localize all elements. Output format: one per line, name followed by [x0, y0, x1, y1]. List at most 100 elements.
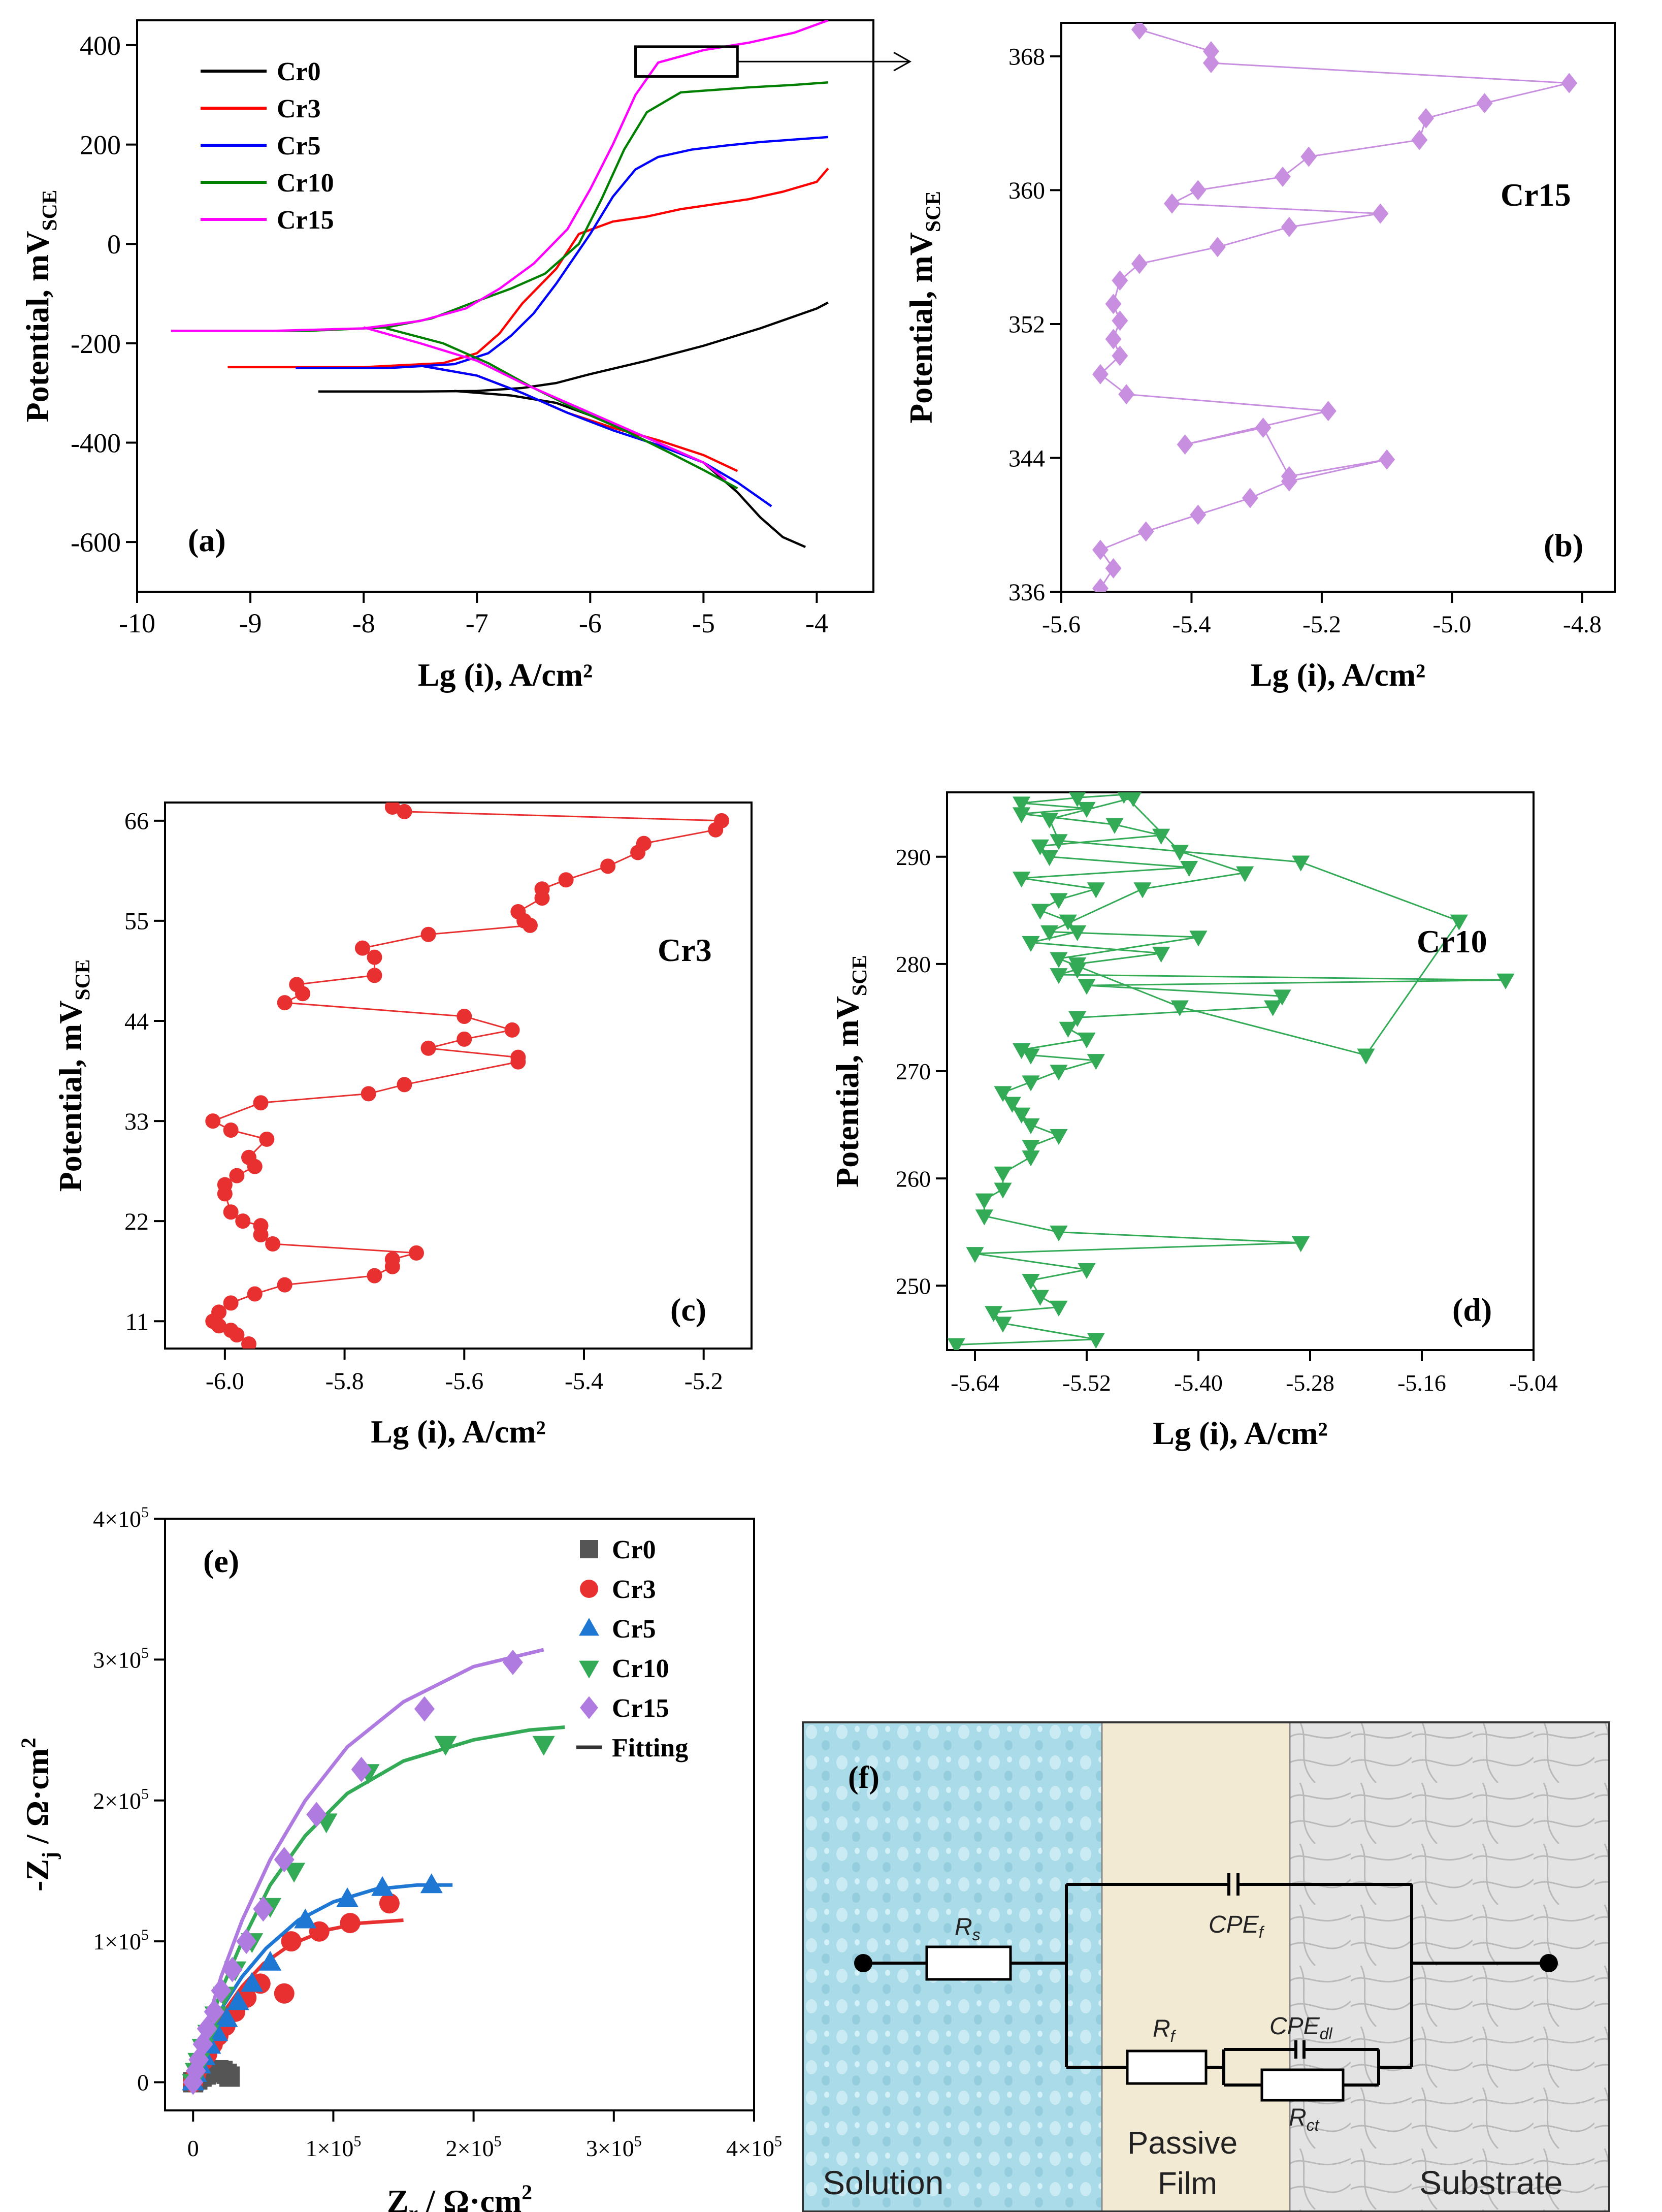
data-point-cr10 [1050, 1300, 1068, 1317]
x-axis-title-c: Lg (i), A/cm² [371, 1414, 545, 1450]
data-point-cr10 [1125, 792, 1142, 807]
data-point-cr15 [1131, 253, 1148, 274]
chart-c-svg: -6.0 -5.8 -5.6 -5.4 -5.2 11 22 33 44 55 66 Lg (i), … [52, 802, 753, 1450]
data-point-cr15 [1118, 384, 1135, 405]
x-axis-title-e: Zr / Ω·cm2 [387, 2180, 532, 2212]
data-point-cr10 [1022, 1075, 1040, 1092]
region-label-substrate: Substrate [1419, 2164, 1563, 2201]
plot-area-e [182, 1648, 565, 2095]
data-point-cr10 [947, 1338, 965, 1350]
x-axis-title-a: Lg (i), A/cm² [418, 657, 593, 693]
y-tick-label-e: 4×105 [93, 1504, 149, 1532]
data-point-cr15 [1190, 504, 1207, 525]
panel-label-c: (c) [670, 1292, 706, 1328]
x-tick-label-c: -5.6 [445, 1368, 483, 1395]
data-point-cr10 [1031, 904, 1049, 920]
circuit-border [802, 1721, 1610, 2212]
plot-frame-b [1060, 22, 1616, 593]
data-point-cr10 [1059, 1021, 1077, 1038]
y-tick-label-a: -600 [71, 527, 121, 558]
annotation-c: Cr3 [658, 932, 712, 968]
data-point-cr15 [1281, 216, 1297, 237]
x-tick-label-e: 3×105 [586, 2133, 642, 2161]
data-point-cr10 [1022, 1048, 1040, 1065]
data-point-cr10 [1292, 1236, 1310, 1253]
chart-d-svg: -5.64 -5.52 -5.40 -5.28 -5.16 -5.04 250 260 270 2… [829, 791, 1558, 1451]
data-point-cr15 [1112, 345, 1128, 366]
y-tick-label-b: 336 [1008, 579, 1045, 606]
data-point-cr15 [502, 1649, 523, 1675]
data-point-cr10 [1105, 818, 1124, 834]
x-axis-title-d: Lg (i), A/cm² [1153, 1415, 1327, 1451]
legend-marker-cr3 [580, 1580, 598, 1598]
data-point-cr3 [223, 1123, 239, 1138]
data-point-cr15 [1112, 270, 1128, 291]
chart-panel-c: -6.0 -5.8 -5.6 -5.4 -5.2 11 22 33 44 55 66 Lg (i), … [30, 782, 823, 1493]
data-point-cr10 [1357, 1048, 1375, 1065]
data-point-cr15 [1320, 401, 1337, 422]
data-point-cr5 [294, 1908, 317, 1929]
data-point-cr3 [361, 1086, 376, 1102]
data-point-cr10 [1087, 1054, 1105, 1070]
x-tick-label-d: -5.28 [1286, 1370, 1334, 1396]
data-point-cr3 [397, 804, 412, 819]
data-point-cr10 [1013, 872, 1031, 888]
data-point-cr3 [205, 1113, 221, 1129]
label-rct: Rct [1289, 2104, 1320, 2134]
legend-label-cr0: Cr0 [277, 57, 321, 86]
data-point-cr15 [1092, 364, 1109, 384]
y-tick-label-a: -400 [71, 428, 121, 458]
chart-panel-b: -5.6 -5.4 -5.2 -5.0 -4.8 336 344 352 360 368 Lg (i… [894, 0, 1662, 693]
equivalent-circuit-svg: Solution Passive Film Substrate (f) Rs CPEf Rf C… [802, 1721, 1610, 2212]
data-point-cr10 [966, 1247, 984, 1263]
data-point-cr10 [1022, 1273, 1040, 1290]
series-line-cr3 [212, 806, 723, 1345]
data-point-cr10 [1013, 796, 1031, 813]
label-cpe-f: CPEf [1209, 1911, 1265, 1941]
y-tick-label-e: 0 [137, 2070, 149, 2096]
legend-label-cr3: Cr3 [277, 94, 321, 123]
data-point-cr3 [384, 1252, 400, 1267]
data-point-cr15 [1092, 578, 1109, 592]
data-point-cr3 [289, 977, 305, 992]
data-point-cr3 [558, 872, 574, 888]
x-tick-label-a: -4 [805, 608, 828, 638]
y-tick-label-e: 3×105 [93, 1645, 149, 1673]
data-point-cr15 [306, 1802, 327, 1828]
plot-area-a [171, 20, 829, 549]
data-point-cr10 [1068, 1011, 1087, 1027]
data-point-cr15 [1105, 329, 1122, 349]
x-tick-label-a: -8 [352, 608, 375, 638]
label-rf: Rf [1153, 2015, 1177, 2045]
data-point-cr15 [1372, 203, 1389, 224]
data-point-cr5 [215, 2007, 238, 2027]
data-point-cr3 [367, 968, 382, 983]
data-point-cr3 [235, 1213, 251, 1229]
plot-frame-e [164, 1518, 755, 2111]
data-point-cr10 [1292, 855, 1310, 872]
x-tick-label-b: -5.0 [1432, 611, 1471, 638]
equivalent-circuit-panel: Solution Passive Film Substrate (f) Rs CPEf Rf C… [802, 1721, 1662, 2212]
series-line-cr15 [363, 326, 727, 481]
data-point-cr10 [994, 1086, 1012, 1102]
series-line-cr10 [956, 793, 1507, 1345]
data-point-cr5 [259, 1950, 282, 1971]
data-point-cr15 [1131, 23, 1148, 40]
data-point-cr5 [241, 1972, 264, 1992]
legend-label-fitting: Fitting [612, 1734, 688, 1762]
data-point-cr10 [1068, 925, 1087, 941]
data-point-cr3 [354, 940, 370, 956]
data-point-cr15 [1137, 521, 1154, 542]
y-tick-label-d: 260 [896, 1166, 931, 1192]
data-point-cr3 [636, 836, 651, 851]
series-line-cr5 [420, 364, 772, 507]
legend-label-cr15: Cr15 [612, 1694, 669, 1723]
x-tick-label-d: -5.64 [951, 1370, 999, 1396]
data-point-cr10 [1496, 973, 1515, 989]
data-point-cr3 [420, 926, 436, 942]
annotation-d: Cr10 [1417, 923, 1487, 959]
x-tick-label-b: -4.8 [1563, 611, 1602, 638]
resistor-rs [925, 1945, 1012, 1981]
series-line-cr10 [386, 327, 738, 490]
chart-b-svg: -5.6 -5.4 -5.2 -5.0 -4.8 336 344 352 360 368 Lg (i… [903, 22, 1616, 693]
